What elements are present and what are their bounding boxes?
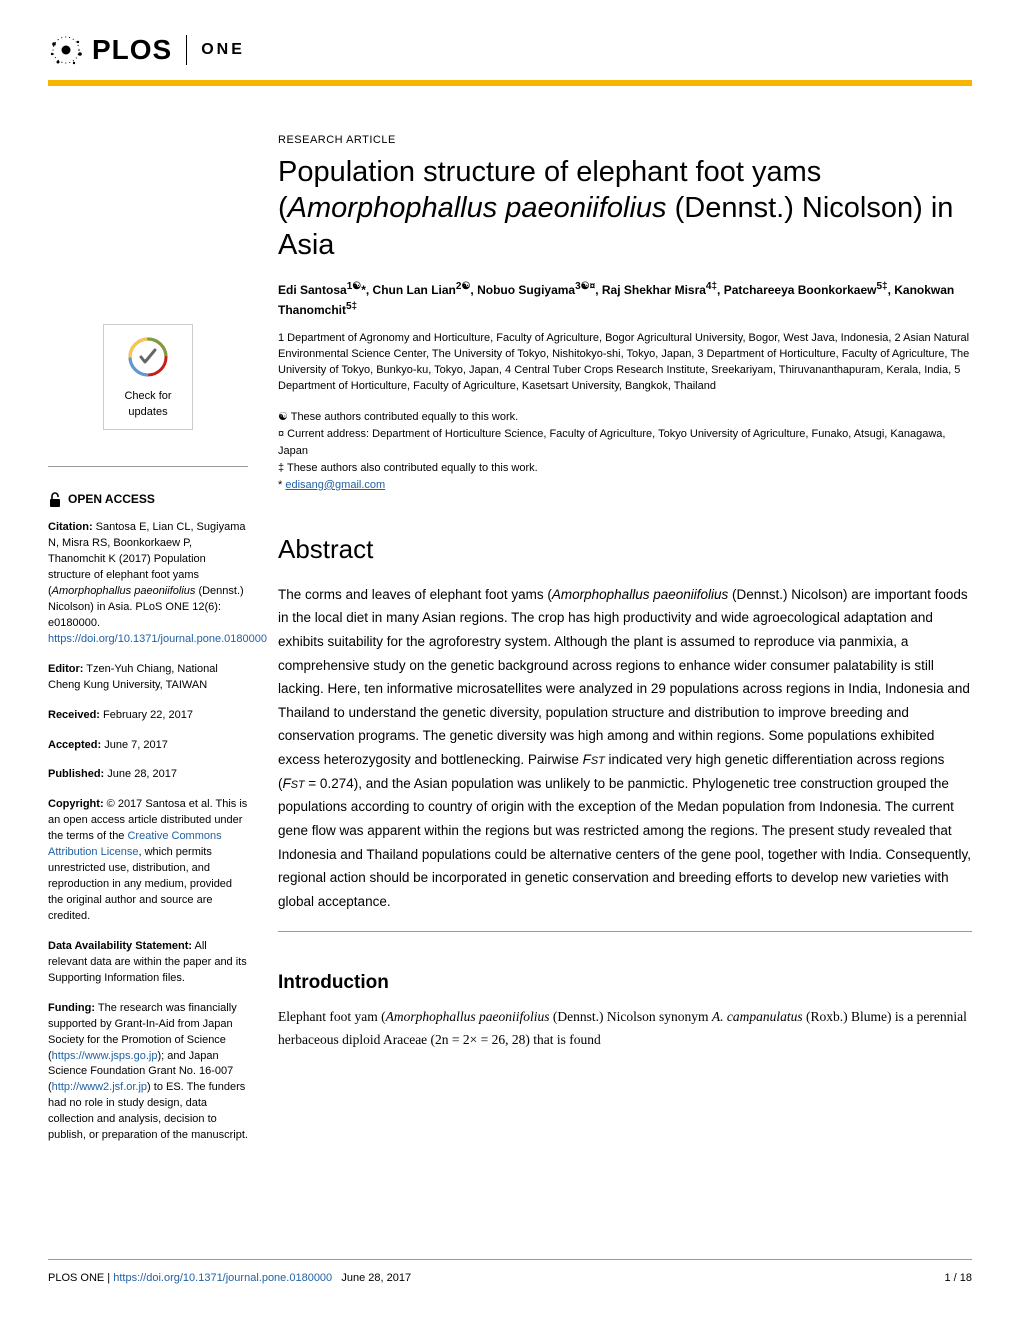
footer-date: June 28, 2017 [341, 1272, 411, 1284]
check-updates-line2: updates [112, 405, 184, 421]
data-label: Data Availability Statement: [48, 940, 192, 952]
footer-page: 1 / 18 [944, 1272, 972, 1284]
citation-doi-link[interactable]: https://doi.org/10.1371/journal.pone.018… [48, 633, 267, 645]
abs-fst1sub: ST [591, 755, 605, 767]
published-label: Published: [48, 768, 104, 780]
intro-sp2: A. campanulatus [712, 1009, 803, 1024]
footer-left: PLOS ONE | https://doi.org/10.1371/journ… [48, 1272, 411, 1284]
citation-block: Citation: Santosa E, Lian CL, Sugiyama N… [48, 520, 248, 648]
main-column: RESEARCH ARTICLE Population structure of… [278, 134, 972, 1158]
abs-fst2sub: ST [291, 779, 305, 791]
received-block: Received: February 22, 2017 [48, 708, 248, 724]
intro-sp1: Amorphophallus paeoniifolius [386, 1009, 550, 1024]
plos-logo: PLOS [48, 32, 172, 68]
title-species: Amorphophallus paeoniifolius [288, 192, 667, 224]
sidebar-hr [48, 466, 248, 467]
note-equal1: ☯ These authors contributed equally to t… [278, 409, 972, 426]
abstract-body: The corms and leaves of elephant foot ya… [278, 583, 972, 914]
check-updates-line1: Check for [112, 389, 184, 405]
plos-logo-text: PLOS [92, 34, 172, 66]
article-type: RESEARCH ARTICLE [278, 134, 972, 146]
data-availability-block: Data Availability Statement: All relevan… [48, 939, 248, 987]
open-access-badge: OPEN ACCESS [48, 491, 248, 508]
funding-label: Funding: [48, 1002, 95, 1014]
sidebar: Check for updates OPEN ACCESS Citation: … [48, 134, 248, 1158]
open-access-label: OPEN ACCESS [68, 491, 155, 508]
editor-block: Editor: Tzen-Yuh Chiang, National Cheng … [48, 662, 248, 694]
accepted-block: Accepted: June 7, 2017 [48, 738, 248, 754]
editor-label: Editor: [48, 663, 83, 675]
received-label: Received: [48, 709, 100, 721]
funding-link2[interactable]: http://www2.jsf.or.jp [52, 1081, 147, 1093]
lock-open-icon [48, 492, 62, 508]
plos-atom-icon [48, 32, 84, 68]
copyright-block: Copyright: © 2017 Santosa et al. This is… [48, 797, 248, 925]
authors: Edi Santosa1☯*, Chun Lan Lian2☯, Nobuo S… [278, 279, 972, 319]
footer-doi[interactable]: https://doi.org/10.1371/journal.pone.018… [113, 1272, 332, 1284]
abstract-heading: Abstract [278, 534, 972, 565]
footer-journal: PLOS ONE | [48, 1272, 113, 1284]
title-line1: Population structure of elephant foot ya… [278, 156, 821, 188]
journal-sub: ONE [201, 41, 245, 59]
corresponding-email[interactable]: edisang@gmail.com [285, 479, 385, 491]
funding-link1[interactable]: https://www.jsps.go.jp [52, 1050, 158, 1062]
abs-fst1: F [583, 752, 591, 767]
funding-block: Funding: The research was financially su… [48, 1001, 248, 1144]
journal-header: PLOS ONE [0, 0, 1020, 80]
title-l2-pre: ( [278, 192, 288, 224]
affiliations: 1 Department of Agronomy and Horticultur… [278, 331, 972, 395]
intro-body: Elephant foot yam (Amorphophallus paeoni… [278, 1006, 972, 1051]
published-text: June 28, 2017 [104, 768, 177, 780]
citation-label: Citation: [48, 521, 93, 533]
page-footer: PLOS ONE | https://doi.org/10.1371/journ… [48, 1259, 972, 1284]
crossmark-icon [126, 335, 170, 379]
copyright-label: Copyright: [48, 798, 104, 810]
article-title: Population structure of elephant foot ya… [278, 154, 972, 263]
abs-fst2: F [283, 776, 291, 791]
published-block: Published: June 28, 2017 [48, 767, 248, 783]
accepted-text: June 7, 2017 [101, 739, 168, 751]
intro-heading: Introduction [278, 972, 972, 994]
logo-divider [186, 35, 187, 65]
intro-mid1: (Dennst.) Nicolson synonym [549, 1009, 711, 1024]
abs-species: Amorphophallus paeoniifolius [552, 587, 728, 602]
check-updates-box[interactable]: Check for updates [103, 324, 193, 430]
received-text: February 22, 2017 [100, 709, 193, 721]
abs-mid3: = 0.274), and the Asian population was u… [278, 776, 971, 909]
abs-pre: The corms and leaves of elephant foot ya… [278, 587, 552, 602]
contribution-notes: ☯ These authors contributed equally to t… [278, 409, 972, 494]
citation-species: Amorphophallus paeoniifolius [52, 585, 196, 597]
note-current: ¤ Current address: Department of Horticu… [278, 426, 972, 460]
accepted-label: Accepted: [48, 739, 101, 751]
abs-mid1: (Dennst.) Nicolson) are important foods … [278, 587, 970, 767]
intro-pre: Elephant foot yam ( [278, 1009, 386, 1024]
section-rule [278, 931, 972, 932]
note-equal2: ‡ These authors also contributed equally… [278, 460, 972, 477]
